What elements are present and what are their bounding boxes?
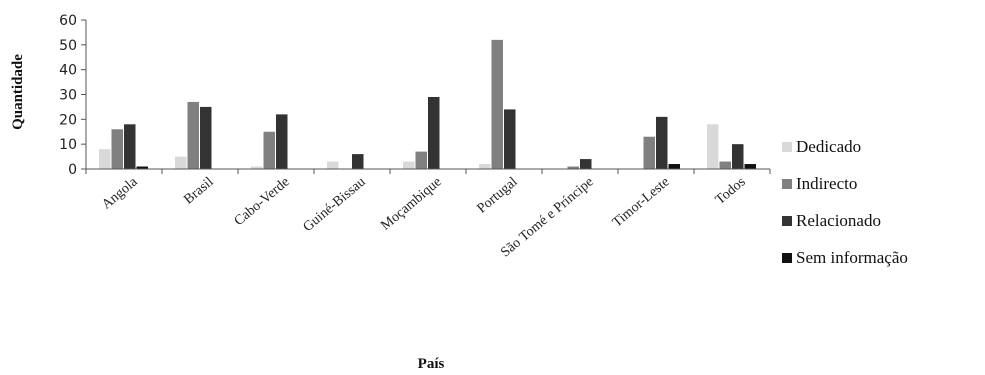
legend-label-relacionado: Relacionado bbox=[796, 211, 881, 230]
bar-guine-bissau-dedicado bbox=[327, 161, 339, 169]
bar-cabo-verde-dedicado bbox=[251, 166, 263, 169]
x-tick-label-guine-bissau: Guiné-Bissau bbox=[301, 175, 369, 235]
bar-timor-leste-sem-informacao bbox=[668, 164, 680, 169]
bar-guine-bissau-relacionado bbox=[352, 154, 364, 169]
bar-angola-indirecto bbox=[111, 129, 123, 169]
bar-timor-leste-relacionado bbox=[656, 116, 668, 169]
y-axis-title: Quantidade bbox=[10, 54, 26, 130]
y-tick-label: 40 bbox=[59, 63, 77, 79]
y-tick-label: 10 bbox=[59, 137, 77, 153]
x-axis-title: País bbox=[418, 356, 445, 372]
legend-swatch-dedicado bbox=[782, 142, 792, 152]
x-tick-label-brasil: Brasil bbox=[181, 175, 216, 208]
bar-cabo-verde-indirecto bbox=[263, 131, 275, 169]
bar-portugal-indirecto bbox=[491, 39, 503, 169]
bar-brasil-indirecto bbox=[187, 101, 199, 169]
y-tick-label: 30 bbox=[59, 88, 77, 104]
x-tick-label-mocambique: Moçambique bbox=[378, 175, 444, 234]
bar-sao-tome-e-principe-relacionado bbox=[580, 159, 592, 169]
y-axis: 0 10 20 30 40 50 60 bbox=[59, 13, 87, 178]
bar-mocambique-dedicado bbox=[403, 161, 415, 169]
bar-sao-tome-e-principe-indirecto bbox=[567, 166, 579, 169]
legend-label-sem-informacao: Sem informação bbox=[796, 248, 908, 267]
bar-todos-relacionado bbox=[732, 144, 744, 169]
x-tick-label-todos: Todos bbox=[713, 175, 749, 208]
y-tick-label: 20 bbox=[59, 112, 77, 128]
bar-mocambique-relacionado bbox=[428, 96, 440, 169]
bar-timor-leste-indirecto bbox=[643, 136, 655, 169]
y-axis-title-group: Quantidade bbox=[10, 54, 26, 130]
bar-angola-relacionado bbox=[124, 124, 136, 169]
bar-portugal-relacionado bbox=[504, 109, 516, 169]
legend-label-indirecto: Indirecto bbox=[796, 174, 857, 193]
legend-label-dedicado: Dedicado bbox=[796, 137, 861, 156]
legend-swatch-indirecto bbox=[782, 179, 792, 189]
x-tick-label-portugal: Portugal bbox=[475, 175, 521, 217]
y-tick-label: 50 bbox=[59, 38, 77, 54]
bar-todos-sem-informacao bbox=[744, 164, 756, 169]
y-tick-label: 60 bbox=[59, 13, 77, 29]
bar-brasil-dedicado bbox=[175, 156, 187, 169]
legend: Dedicado Indirecto Relacionado Sem informaç… bbox=[782, 137, 908, 267]
legend-swatch-sem-informacao bbox=[782, 253, 792, 263]
bar-angola-dedicado bbox=[99, 149, 111, 169]
bar-cabo-verde-relacionado bbox=[276, 114, 288, 169]
y-tick-label: 0 bbox=[68, 162, 77, 178]
bar-brasil-relacionado bbox=[200, 106, 212, 169]
x-tick-label-cabo-verde: Cabo-Verde bbox=[232, 175, 293, 229]
bar-todos-indirecto bbox=[719, 161, 731, 169]
bars-layer bbox=[99, 39, 756, 169]
bar-todos-dedicado bbox=[707, 124, 719, 169]
bar-angola-sem-informacao bbox=[136, 166, 148, 169]
x-axis: Angola Brasil Cabo-Verde Guiné-Bissau Moçamb… bbox=[85, 168, 771, 260]
bar-portugal-dedicado bbox=[479, 164, 491, 169]
legend-swatch-relacionado bbox=[782, 216, 792, 226]
x-tick-label-timor-leste: Timor-Leste bbox=[610, 175, 673, 231]
x-tick-label-angola: Angola bbox=[99, 174, 141, 212]
bar-mocambique-indirecto bbox=[415, 151, 427, 169]
